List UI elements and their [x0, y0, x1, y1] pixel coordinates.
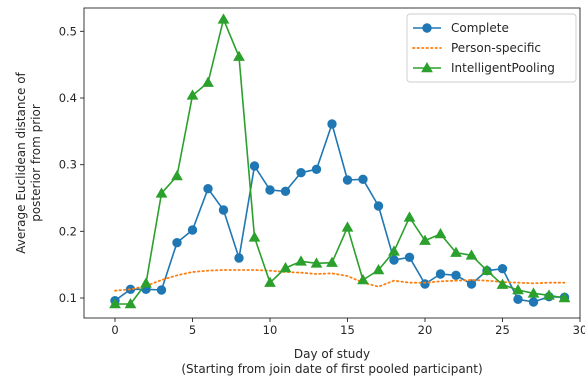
data-point — [109, 297, 121, 309]
legend-box — [406, 13, 577, 83]
data-point — [279, 261, 292, 273]
data-point — [450, 246, 462, 257]
data-point — [389, 255, 399, 265]
data-point — [203, 183, 213, 194]
data-point — [404, 252, 415, 263]
legend-entry: IntelligentPooling — [413, 61, 555, 75]
y-tick-label: 0.5 — [59, 24, 77, 38]
data-point — [497, 263, 508, 274]
data-point — [186, 89, 199, 100]
legend: Complete Person-specific IntelligentPoolin… — [406, 13, 577, 83]
x-tick-label: 5 — [189, 323, 196, 337]
legend-label: IntelligentPooling — [451, 61, 555, 75]
y-axis-label: Average Euclidean distance of — [14, 71, 28, 253]
data-point — [155, 187, 168, 198]
data-point — [420, 279, 430, 289]
data-point — [172, 237, 182, 248]
legend-label: Person-specific — [451, 41, 541, 55]
data-point — [327, 119, 337, 129]
data-point — [171, 169, 183, 181]
data-point — [466, 279, 477, 289]
data-point — [341, 221, 354, 232]
ticks-layer: 0 5 10 15 20 25 30 0.1 0.2 0.3 0.4 0.5 — [59, 24, 585, 337]
data-point — [388, 245, 400, 256]
data-point — [218, 205, 229, 215]
data-point — [296, 167, 306, 178]
x-tick-label: 0 — [111, 323, 118, 337]
data-point — [543, 289, 555, 300]
data-point — [527, 287, 540, 298]
data-point — [233, 50, 245, 61]
data-point — [295, 255, 307, 266]
data-point — [310, 257, 323, 268]
x-tick-label: 25 — [495, 323, 510, 337]
series-line — [114, 269, 566, 292]
data-point — [156, 285, 167, 295]
x-tick-label: 20 — [418, 323, 433, 337]
data-point — [434, 227, 447, 239]
data-point — [234, 253, 244, 263]
data-point — [496, 278, 509, 289]
series-person-specific — [114, 269, 566, 292]
data-point — [403, 211, 416, 222]
y-axis-label-line2: posterior from prior — [29, 104, 43, 222]
data-point — [202, 76, 214, 87]
data-point — [435, 269, 446, 279]
data-point — [187, 225, 198, 235]
legend-marker — [422, 23, 432, 33]
x-tick-label: 10 — [263, 323, 278, 337]
legend-label: Complete — [451, 21, 509, 35]
data-point — [357, 273, 369, 285]
data-point — [419, 234, 431, 245]
data-point — [264, 276, 276, 287]
data-point — [558, 291, 571, 303]
x-axis-label-line2: (Starting from join date of first pooled… — [181, 362, 482, 376]
legend-entry: Person-specific — [412, 41, 541, 55]
data-point — [124, 297, 137, 309]
data-point — [451, 270, 461, 281]
data-point — [372, 263, 385, 275]
plot-frame — [83, 7, 581, 319]
legend-marker — [421, 61, 433, 73]
data-point — [465, 249, 478, 260]
x-axis-label: Day of study — [294, 347, 370, 361]
y-tick-label: 0.1 — [59, 291, 77, 305]
legend-entry: Complete — [413, 21, 509, 35]
x-tick-label: 15 — [340, 323, 355, 337]
series-intelligentpooling — [109, 13, 571, 309]
y-tick-label: 0.2 — [59, 224, 77, 238]
data-point — [280, 186, 291, 197]
data-point — [358, 174, 368, 185]
data-point — [326, 256, 338, 267]
data-point — [342, 175, 353, 185]
data-point — [513, 294, 523, 305]
data-point — [311, 164, 322, 175]
data-point — [140, 277, 152, 288]
x-tick-label: 30 — [573, 323, 585, 337]
data-point — [481, 264, 493, 275]
data-point — [512, 283, 524, 295]
y-tick-label: 0.3 — [59, 158, 77, 172]
y-tick-label: 0.4 — [59, 91, 77, 105]
data-point — [265, 185, 275, 195]
data-point — [248, 231, 261, 242]
data-point — [249, 161, 260, 171]
series-layer — [109, 13, 571, 309]
data-point — [528, 297, 539, 307]
data-point — [217, 13, 230, 24]
data-point — [373, 201, 384, 211]
